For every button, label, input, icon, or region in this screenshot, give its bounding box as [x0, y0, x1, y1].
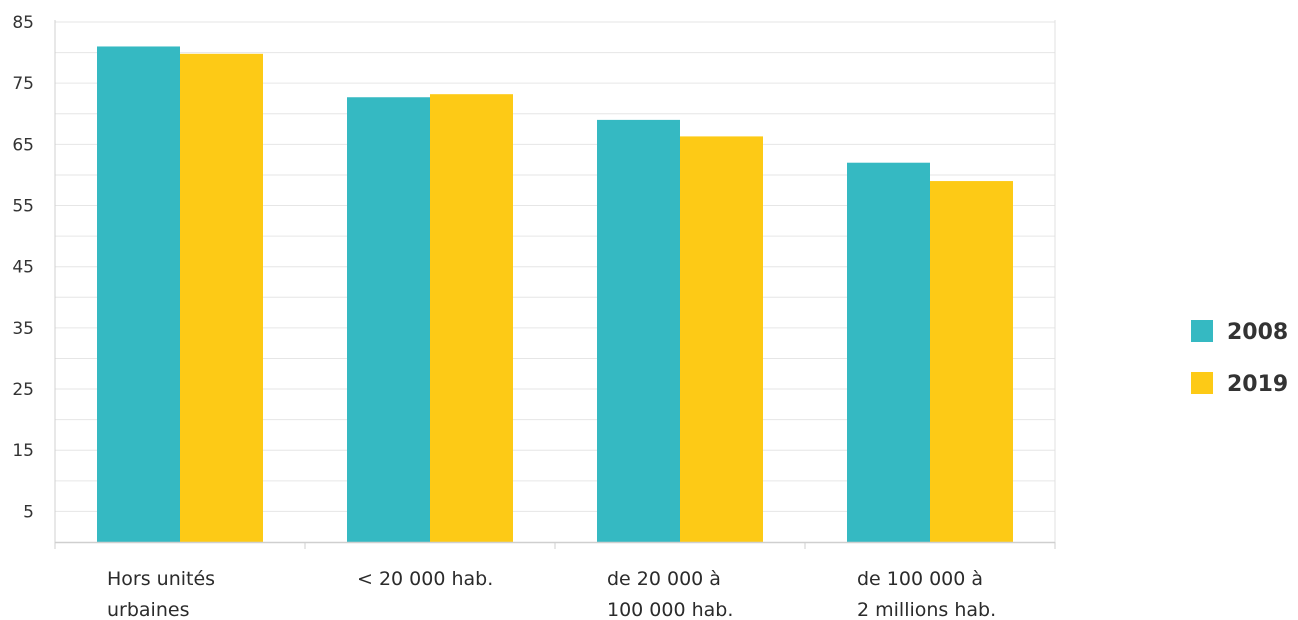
legend: 2008 2019	[1191, 320, 1288, 397]
legend-swatch-2008	[1191, 320, 1213, 342]
bar-2008	[347, 97, 430, 542]
y-tick-label: 25	[12, 380, 34, 400]
x-category-label: 2 millions hab.	[857, 599, 996, 620]
y-tick-label: 5	[23, 502, 34, 522]
y-tick-label: 45	[12, 258, 34, 278]
bar-2019	[430, 94, 513, 542]
axes: 5 15 25 35 45 55 65 75 85 Hors unités urbaines < 20…	[12, 13, 1056, 620]
legend-swatch-2019	[1191, 372, 1213, 394]
y-tick-label: 35	[12, 319, 34, 339]
bar-2019	[180, 53, 263, 542]
bar-2008	[847, 162, 930, 543]
legend-label-2019: 2019	[1227, 372, 1288, 397]
x-category-label: de 20 000 à	[607, 568, 721, 590]
x-category-label: urbaines	[107, 599, 189, 620]
bar-2008	[597, 119, 680, 542]
x-category-label: de 100 000 à	[857, 568, 983, 590]
y-tick-label: 55	[12, 197, 34, 217]
x-category-label: 100 000 hab.	[607, 599, 733, 620]
bar-2008	[97, 46, 180, 543]
bar-2019	[680, 136, 763, 542]
bar-2019	[930, 181, 1013, 542]
bars	[97, 46, 1013, 543]
y-tick-label: 65	[12, 135, 34, 155]
legend-label-2008: 2008	[1227, 320, 1288, 345]
y-tick-label: 85	[12, 13, 34, 33]
x-category-label: < 20 000 hab.	[357, 568, 493, 590]
x-category-label: Hors unités	[107, 568, 215, 590]
y-tick-label: 15	[12, 441, 34, 461]
y-tick-label: 75	[12, 74, 34, 94]
